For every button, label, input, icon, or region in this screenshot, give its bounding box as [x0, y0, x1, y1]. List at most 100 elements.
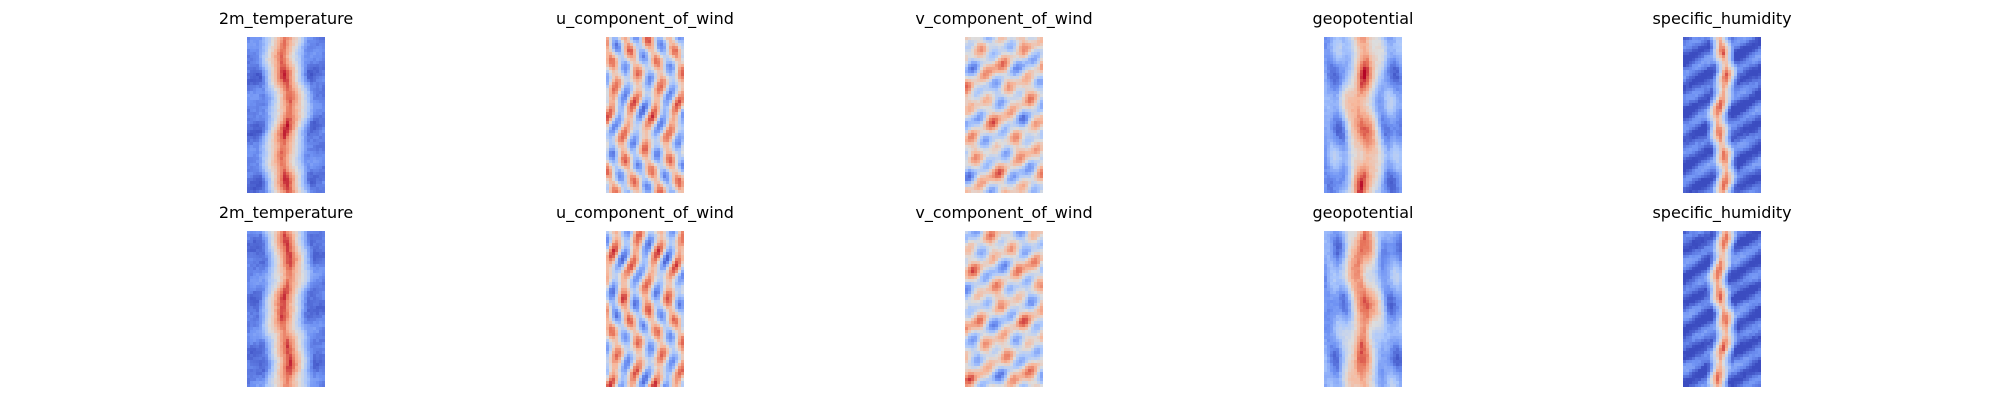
heatmap-cell: [1013, 124, 1017, 128]
heatmap-cell: [1001, 118, 1005, 122]
heatmap-cell: [1040, 40, 1043, 44]
heatmap-cell: [648, 52, 652, 56]
heatmap-cell: [636, 55, 640, 59]
heatmap-cell: [1366, 133, 1370, 137]
heatmap-cell: [606, 103, 610, 107]
heatmap-cell: [998, 157, 1002, 161]
heatmap-cell: [1393, 37, 1397, 41]
heatmap-cell: [1375, 130, 1379, 134]
heatmap-cell: [1031, 103, 1035, 107]
heatmap-cell: [980, 55, 984, 59]
heatmap-cell: [681, 163, 684, 167]
heatmap-cell: [1393, 112, 1397, 116]
heatmap-cell: [983, 118, 987, 122]
heatmap-cell: [660, 55, 664, 59]
heatmap-cell: [1034, 166, 1038, 170]
heatmap-cell: [968, 160, 972, 164]
heatmap-cell: [977, 172, 981, 176]
heatmap-cell: [1019, 70, 1023, 74]
heatmap-cell: [998, 130, 1002, 134]
heatmap-cell: [1339, 70, 1343, 74]
heatmap-cell: [974, 163, 978, 167]
heatmap-cell: [995, 64, 999, 68]
heatmap-cell: [654, 178, 658, 182]
heatmap-cell: [651, 70, 655, 74]
heatmap-cell: [256, 94, 260, 98]
heatmap-cell: [313, 187, 317, 191]
heatmap-cell: [280, 106, 284, 110]
heatmap-cell: [669, 112, 673, 116]
heatmap-cell: [289, 157, 293, 161]
heatmap-cell: [271, 112, 275, 116]
heatmap-cell: [1372, 106, 1376, 110]
heatmap-cell: [1016, 109, 1020, 113]
heatmap-cell: [681, 190, 684, 193]
heatmap-cell: [1013, 127, 1017, 131]
heatmap-cell: [1354, 115, 1358, 119]
heatmap-cell: [1390, 67, 1394, 71]
heatmap-cell: [1387, 91, 1391, 95]
heatmap-cell: [307, 40, 311, 44]
heatmap-cell: [642, 67, 646, 71]
heatmap-cell: [1375, 133, 1379, 137]
heatmap-cell: [1034, 112, 1038, 116]
heatmap-cell: [1393, 115, 1397, 119]
heatmap-cell: [1375, 88, 1379, 92]
heatmap-cell: [1028, 163, 1032, 167]
heatmap-cell: [965, 136, 969, 140]
heatmap-cell: [615, 166, 619, 170]
heatmap-cell: [675, 52, 679, 56]
heatmap-cell: [1387, 58, 1391, 62]
heatmap-cell: [1034, 58, 1038, 62]
heatmap-cell: [609, 148, 613, 152]
heatmap-cell: [292, 136, 296, 140]
heatmap-cell: [606, 115, 610, 119]
heatmap-cell: [672, 112, 676, 116]
heatmap-cell: [1375, 139, 1379, 143]
heatmap-cell: [630, 76, 634, 80]
heatmap-cell: [1345, 79, 1349, 83]
heatmap-cell: [980, 115, 984, 119]
heatmap-cell: [1387, 64, 1391, 68]
heatmap-cell: [1028, 133, 1032, 137]
heatmap-cell: [286, 124, 290, 128]
heatmap-cell: [1040, 67, 1043, 71]
heatmap-cell: [268, 70, 272, 74]
heatmap-cell: [1399, 61, 1402, 65]
heatmap-cell: [624, 52, 628, 56]
heatmap-cell: [1025, 157, 1029, 161]
heatmap-cell: [250, 142, 254, 146]
heatmap-cell: [612, 112, 616, 116]
heatmap-cell: [1363, 37, 1367, 41]
heatmap-cell: [265, 82, 269, 86]
panel-title: u_component_of_wind: [556, 9, 734, 28]
heatmap-cell: [1369, 118, 1373, 122]
heatmap-cell: [669, 169, 673, 173]
heatmap-cell: [648, 178, 652, 182]
heatmap-cell: [977, 178, 981, 182]
heatmap-cell: [280, 121, 284, 125]
heatmap-cell: [1351, 118, 1355, 122]
heatmap-cell: [678, 151, 682, 155]
heatmap-cell: [609, 40, 613, 44]
heatmap-cell: [271, 151, 275, 155]
heatmap-cell: [247, 70, 251, 74]
heatmap-cell: [319, 130, 323, 134]
heatmap-cell: [274, 190, 278, 193]
heatmap-cell: [1336, 82, 1340, 86]
heatmap-cell: [1366, 127, 1370, 131]
heatmap-cell: [974, 139, 978, 143]
heatmap-cell: [651, 169, 655, 173]
heatmap-cell: [639, 73, 643, 77]
heatmap-cell: [669, 187, 673, 191]
heatmap-cell: [998, 97, 1002, 101]
heatmap-cell: [322, 148, 325, 152]
heatmap-cell: [1010, 166, 1014, 170]
heatmap-cell: [654, 166, 658, 170]
heatmap-cell: [630, 112, 634, 116]
heatmap-cell: [1016, 166, 1020, 170]
heatmap-cell: [1387, 133, 1391, 137]
heatmap-cell: [286, 136, 290, 140]
heatmap-cell: [992, 79, 996, 83]
heatmap-cell: [1324, 100, 1328, 104]
